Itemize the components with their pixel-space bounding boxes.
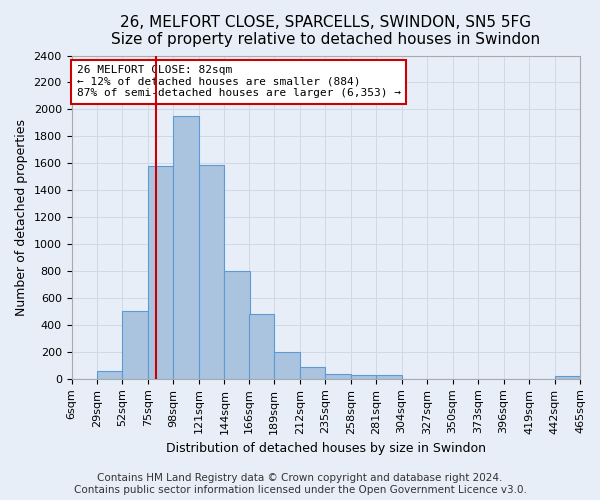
Bar [97,372,122,379]
Text: 26 MELFORT CLOSE: 82sqm
← 12% of detached houses are smaller (884)
87% of semi-d: 26 MELFORT CLOSE: 82sqm ← 12% of detache… [77,65,401,98]
Bar [199,164,224,379]
Bar [173,116,199,379]
X-axis label: Distribution of detached houses by size in Swindon: Distribution of detached houses by size … [166,442,486,455]
Bar [249,314,274,379]
Bar [300,366,325,379]
Bar [376,376,401,379]
Bar [122,312,148,379]
Title: 26, MELFORT CLOSE, SPARCELLS, SWINDON, SN5 5FG
Size of property relative to deta: 26, MELFORT CLOSE, SPARCELLS, SWINDON, S… [111,15,541,48]
Text: Contains HM Land Registry data © Crown copyright and database right 2024.
Contai: Contains HM Land Registry data © Crown c… [74,474,526,495]
Bar [274,352,300,379]
Bar [224,271,250,379]
Bar [554,376,580,379]
Bar [325,374,350,379]
Y-axis label: Number of detached properties: Number of detached properties [15,118,28,316]
Bar [148,166,173,379]
Bar [350,375,376,379]
